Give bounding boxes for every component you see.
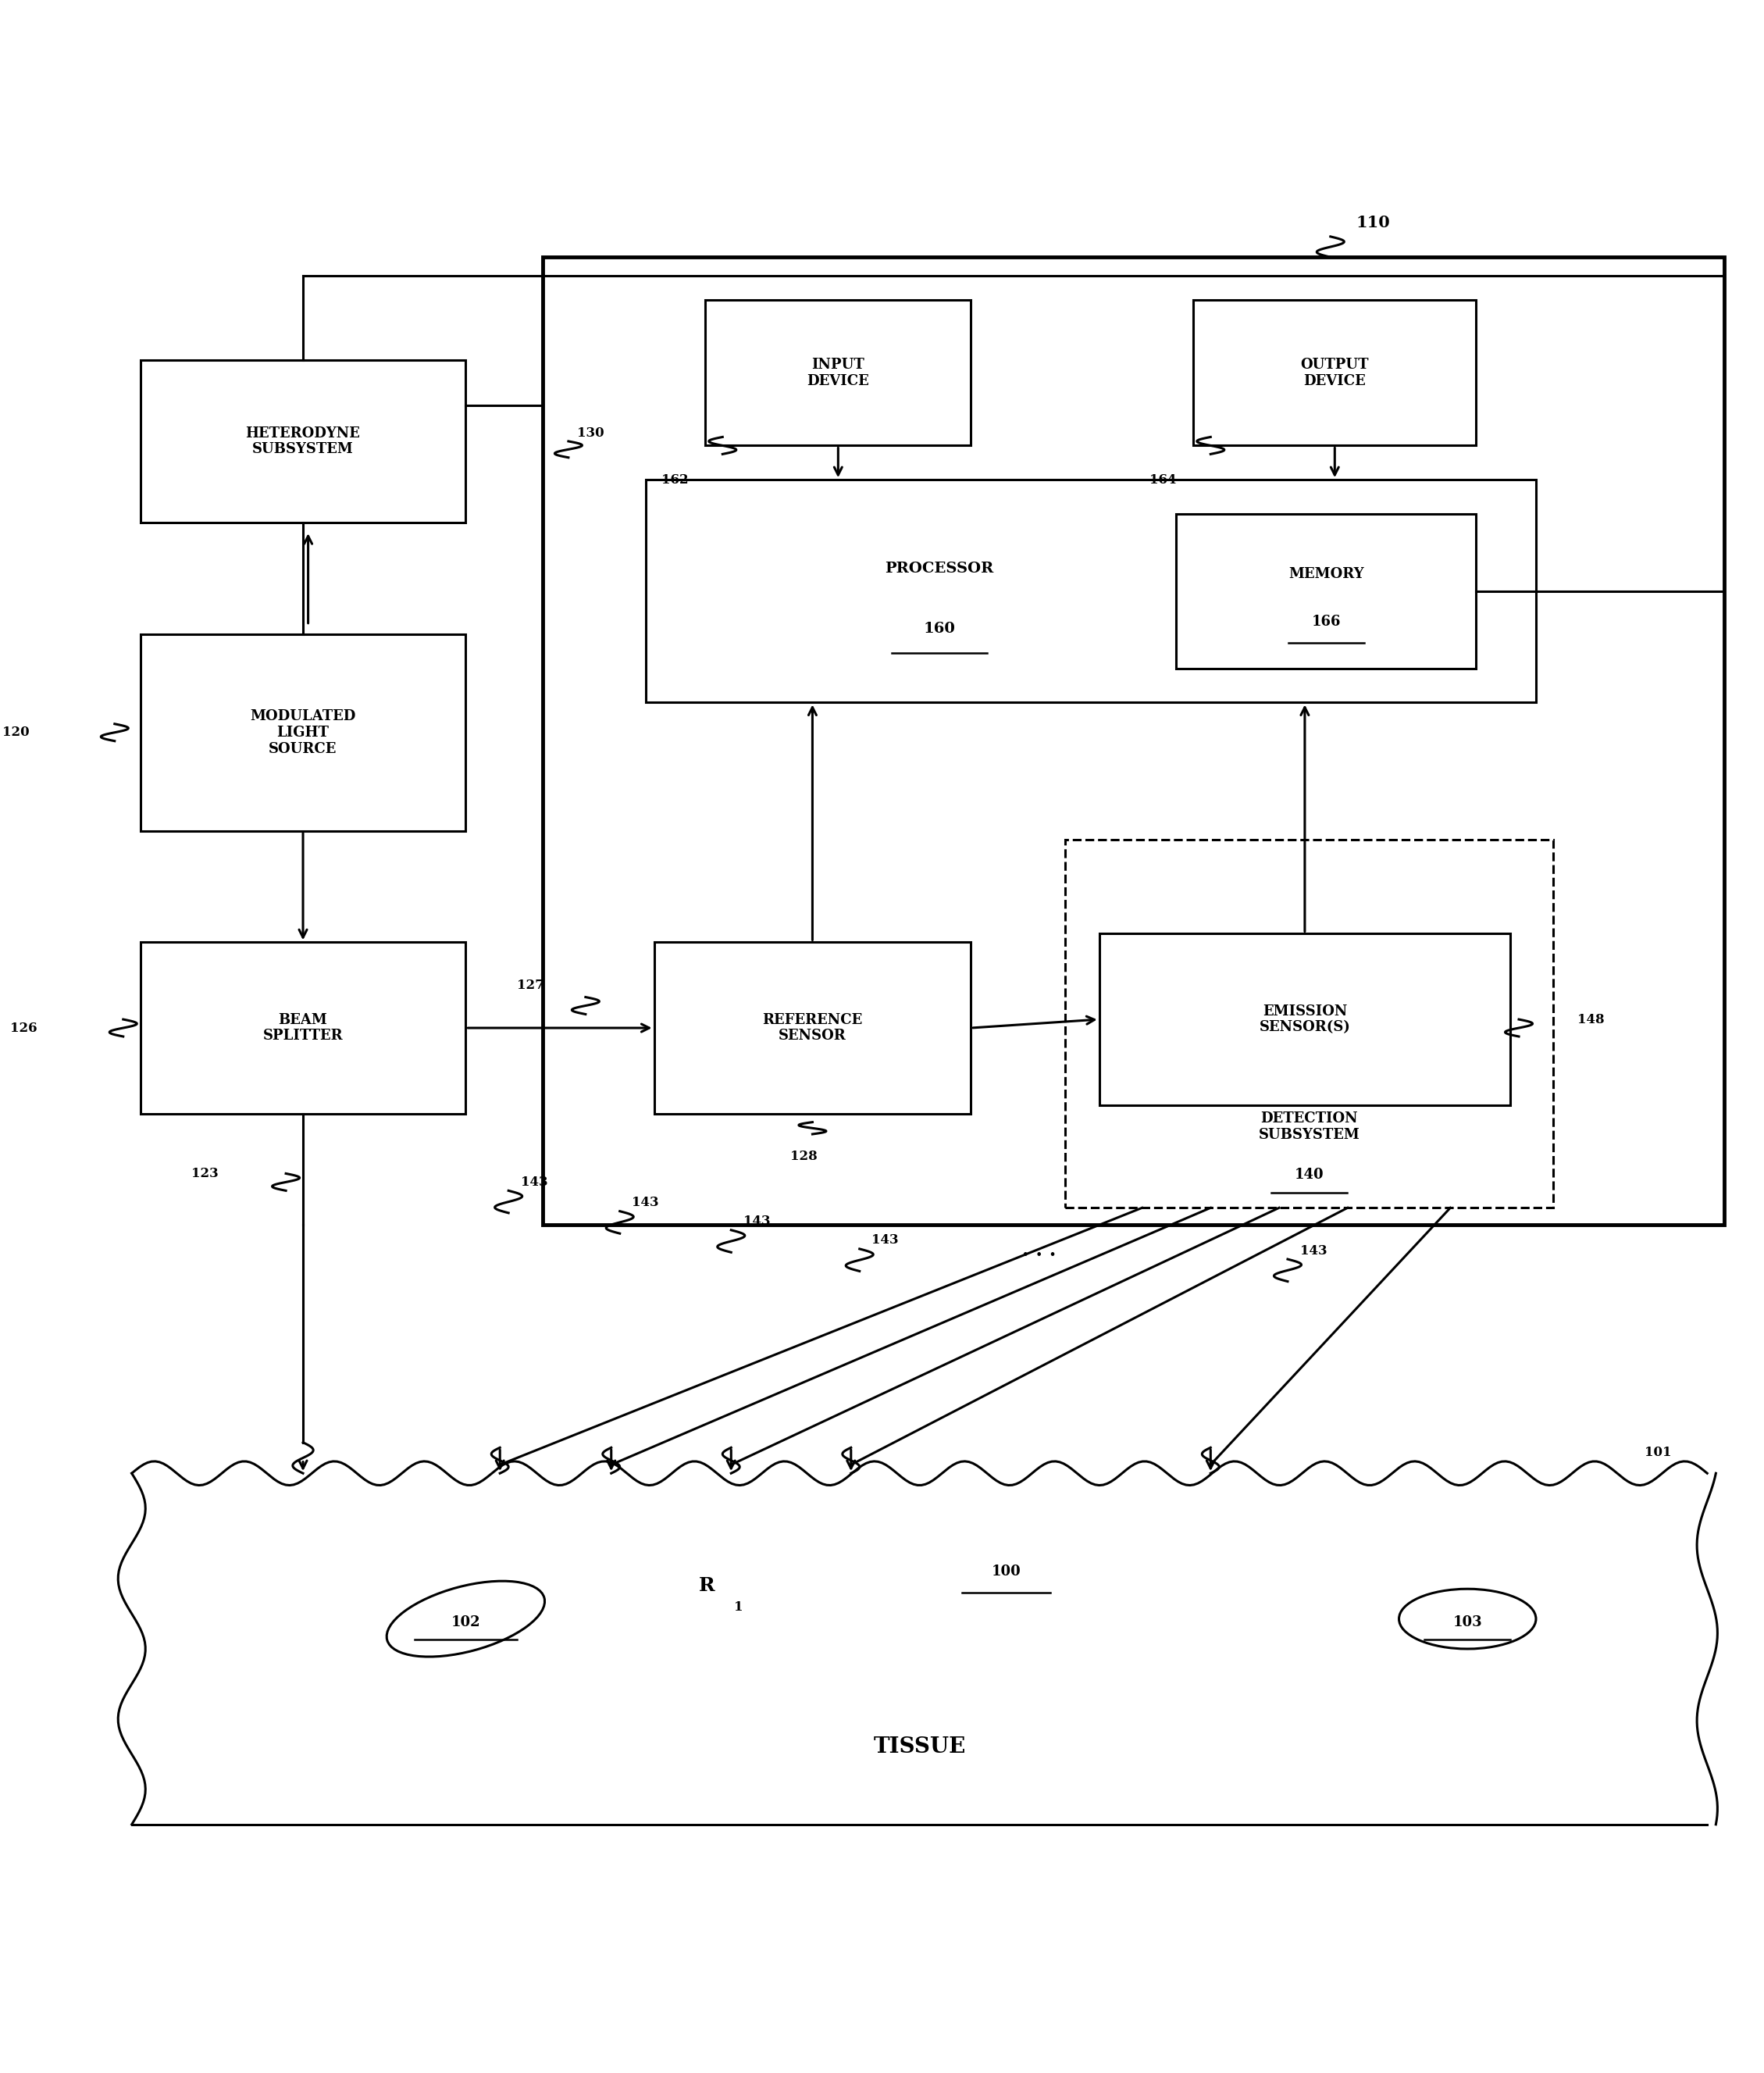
- Ellipse shape: [386, 1582, 545, 1656]
- Text: EMISSION
SENSOR(S): EMISSION SENSOR(S): [1259, 1003, 1351, 1034]
- FancyBboxPatch shape: [654, 943, 970, 1113]
- Ellipse shape: [1399, 1588, 1536, 1648]
- FancyBboxPatch shape: [1177, 514, 1476, 668]
- Text: 123: 123: [192, 1167, 219, 1180]
- FancyBboxPatch shape: [646, 479, 1536, 703]
- Text: 130: 130: [577, 427, 603, 439]
- Text: 162: 162: [662, 473, 688, 487]
- FancyBboxPatch shape: [141, 361, 466, 522]
- Text: 128: 128: [790, 1151, 817, 1163]
- Text: REFERENCE
SENSOR: REFERENCE SENSOR: [762, 1014, 863, 1043]
- Text: INPUT
DEVICE: INPUT DEVICE: [806, 359, 870, 388]
- Text: DETECTION
SUBSYSTEM: DETECTION SUBSYSTEM: [1258, 1111, 1360, 1142]
- Text: 126: 126: [11, 1022, 37, 1034]
- FancyBboxPatch shape: [706, 301, 970, 446]
- FancyBboxPatch shape: [543, 257, 1725, 1225]
- Text: 102: 102: [452, 1615, 480, 1629]
- Text: 110: 110: [1357, 216, 1390, 230]
- Text: BEAM
SPLITTER: BEAM SPLITTER: [263, 1014, 342, 1043]
- Text: MEMORY: MEMORY: [1288, 568, 1364, 580]
- FancyBboxPatch shape: [1099, 933, 1510, 1105]
- Text: HETERODYNE
SUBSYSTEM: HETERODYNE SUBSYSTEM: [245, 427, 360, 456]
- Text: 143: 143: [871, 1233, 898, 1248]
- Text: R: R: [699, 1575, 714, 1594]
- Text: 140: 140: [1295, 1167, 1323, 1182]
- FancyBboxPatch shape: [141, 634, 466, 831]
- FancyBboxPatch shape: [141, 943, 466, 1113]
- Text: OUTPUT
DEVICE: OUTPUT DEVICE: [1300, 359, 1369, 388]
- Text: 100: 100: [991, 1565, 1021, 1580]
- Text: 103: 103: [1454, 1615, 1482, 1629]
- Text: 120: 120: [2, 726, 28, 740]
- Text: 160: 160: [923, 622, 956, 636]
- Text: 143: 143: [743, 1215, 771, 1227]
- FancyBboxPatch shape: [1194, 301, 1476, 446]
- Text: 143: 143: [520, 1175, 547, 1188]
- Text: 166: 166: [1312, 616, 1341, 628]
- Text: PROCESSOR: PROCESSOR: [886, 562, 993, 576]
- Text: 148: 148: [1577, 1014, 1605, 1026]
- Text: 143: 143: [632, 1196, 660, 1209]
- Text: MODULATED
LIGHT
SOURCE: MODULATED LIGHT SOURCE: [250, 709, 356, 757]
- Text: 164: 164: [1150, 473, 1177, 487]
- Text: TISSUE: TISSUE: [873, 1737, 965, 1758]
- Text: 143: 143: [1300, 1244, 1327, 1256]
- Text: . . .: . . .: [1023, 1242, 1057, 1260]
- FancyBboxPatch shape: [1065, 840, 1552, 1209]
- Text: 101: 101: [1644, 1445, 1671, 1459]
- Text: 1: 1: [734, 1600, 743, 1613]
- Text: 127: 127: [517, 978, 543, 991]
